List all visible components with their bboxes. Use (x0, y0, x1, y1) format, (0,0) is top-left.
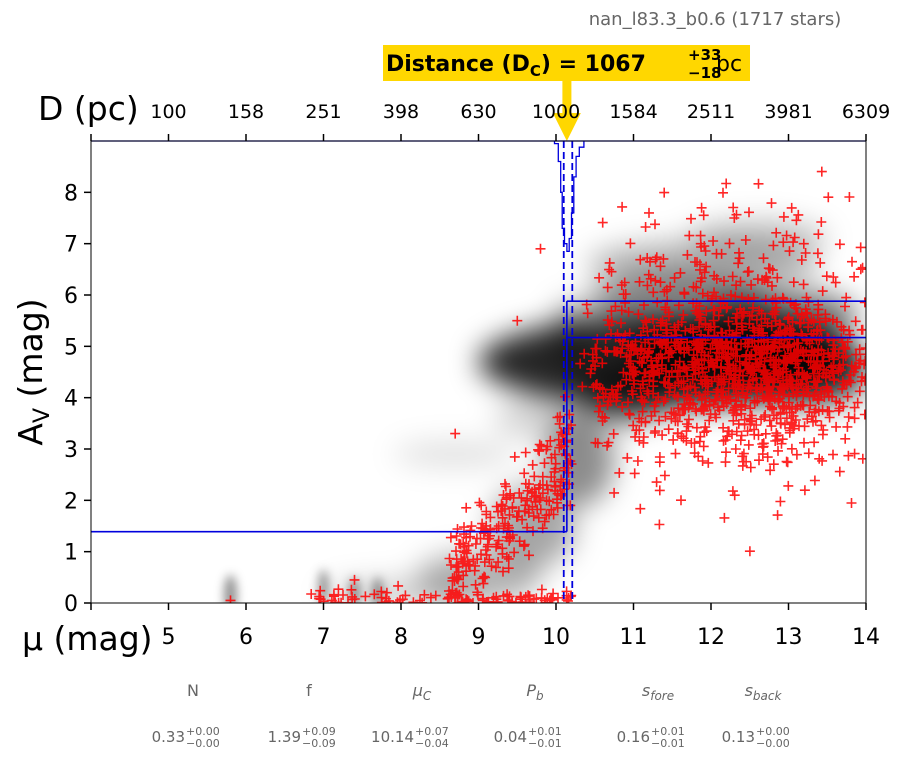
param-err-down: −0.09 (302, 737, 336, 750)
y-tick-label: 8 (64, 181, 78, 206)
distance-arrow (552, 81, 581, 141)
param-3: Pb 0.04 +0.01−0.01 (494, 681, 562, 750)
y-tick-label: 0 (64, 592, 78, 617)
top-tick-label: 630 (460, 101, 496, 123)
param-1: f 1.39 +0.09−0.09 (268, 681, 336, 750)
run-label: nan_l83.3_b0.6 (1717 stars) (589, 9, 842, 30)
param-name: sfore (642, 681, 674, 703)
param-value: 0.33 (152, 728, 185, 746)
top-tick-label: 251 (305, 101, 341, 123)
top-axis-label: D (pc) (38, 89, 139, 128)
x-tick-label: 9 (472, 625, 486, 650)
y-tick-label: 5 (64, 335, 78, 360)
param-err-down: −0.04 (415, 737, 449, 750)
x-tick-label: 10 (542, 625, 570, 650)
top-tick-label: 100 (150, 101, 186, 123)
top-tick-label: 2511 (687, 101, 735, 123)
top-tick-label: 3981 (764, 101, 812, 123)
y-tick-label: 6 (64, 284, 78, 309)
top-tick-label: 6309 (842, 101, 890, 123)
param-name: Pb (526, 681, 544, 703)
x-tick-label: 7 (317, 625, 331, 650)
param-name: N (187, 681, 199, 700)
param-err-up: +0.00 (756, 725, 790, 738)
param-0: N 0.33 +0.00−0.00 (152, 681, 220, 750)
param-5: sback 0.13 +0.00−0.00 (722, 681, 790, 750)
param-err-up: +0.09 (302, 725, 336, 738)
y-tick-label: 7 (64, 233, 78, 258)
param-value: 0.04 (494, 728, 527, 746)
param-err-down: −0.00 (756, 737, 790, 750)
param-err-up: +0.07 (415, 725, 449, 738)
x-axis-label: μ (mag) (22, 619, 153, 658)
x-tick-label: 11 (620, 625, 648, 650)
param-err-up: +0.01 (528, 725, 562, 738)
distance-posterior-histogram (553, 141, 585, 253)
param-name: sback (745, 681, 783, 703)
top-tick-label: 398 (383, 101, 419, 123)
star-points (225, 166, 866, 603)
x-tick-label: 8 (394, 625, 408, 650)
param-err-down: −0.01 (651, 737, 685, 750)
svg-text:Distance (DC) = 1067: Distance (DC) = 1067 (386, 52, 646, 80)
distance-err-up: +33 (688, 46, 721, 64)
x-tick-label: 12 (697, 625, 725, 650)
y-axis-label: AV (mag) (11, 298, 55, 445)
param-value: 0.13 (722, 728, 755, 746)
top-tick-label: 1000 (532, 101, 580, 123)
param-2: μC 10.14 +0.07−0.04 (371, 681, 449, 750)
distance-sub: C (530, 62, 541, 80)
y-tick-label: 1 (64, 541, 78, 566)
top-tick-label: 1584 (609, 101, 657, 123)
distance-eq: ) = 1067 (541, 52, 646, 77)
param-err-down: −0.01 (528, 737, 562, 750)
y-tick-label: 2 (64, 489, 78, 514)
y-tick-label: 4 (64, 387, 78, 412)
x-tick-label: 14 (852, 625, 880, 650)
y-tick-label: 3 (64, 438, 78, 463)
top-distance-axis: 100 158 251 398 630 1000 1584 2511 3981 6309 (90, 101, 890, 141)
distance-unit: pc (716, 52, 742, 77)
param-value: 0.16 (617, 728, 650, 746)
top-tick-label: 158 (228, 101, 264, 123)
param-err-up: +0.00 (186, 725, 220, 738)
param-value: 1.39 (268, 728, 301, 746)
param-name: f (306, 681, 312, 700)
star-marker (225, 166, 866, 603)
distance-banner: Distance (DC) = 1067 +33 −18 pc (383, 45, 750, 82)
x-tick-label: 13 (775, 625, 803, 650)
x-axis: 5 6 7 8 9 10 11 12 13 14 (90, 603, 880, 650)
param-4: sfore 0.16 +0.01−0.01 (617, 681, 685, 750)
param-name: μC (412, 681, 432, 703)
distance-label: Distance (D (386, 52, 530, 77)
x-tick-label: 5 (162, 625, 176, 650)
param-value: 10.14 (371, 728, 414, 746)
distance-err-down: −18 (688, 64, 721, 82)
x-tick-label: 6 (239, 625, 253, 650)
y-axis: 0 1 2 3 4 5 6 7 8 (64, 181, 91, 617)
param-err-up: +0.01 (651, 725, 685, 738)
param-err-down: −0.00 (186, 737, 220, 750)
